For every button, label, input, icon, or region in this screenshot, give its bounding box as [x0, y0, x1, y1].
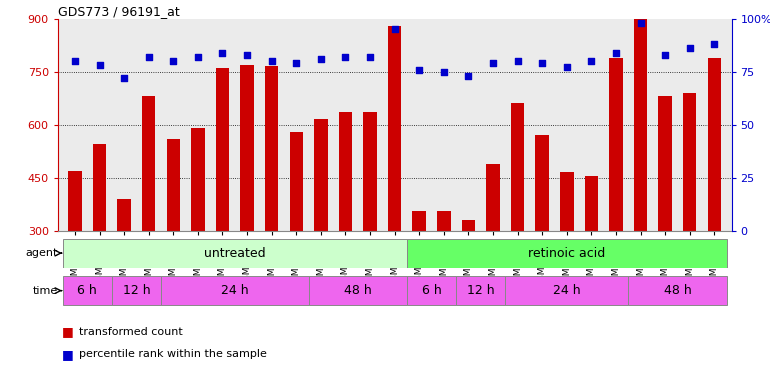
Bar [407, 276, 456, 305]
Bar [462, 220, 475, 337]
Point [610, 50, 622, 55]
Text: 24 h: 24 h [553, 284, 581, 297]
Point [216, 50, 229, 55]
Text: ■: ■ [62, 348, 73, 361]
Bar [142, 96, 156, 337]
Bar [535, 135, 549, 337]
Bar [560, 172, 574, 337]
Point [142, 54, 155, 60]
Point [437, 69, 450, 75]
Text: agent: agent [26, 248, 59, 258]
Text: transformed count: transformed count [79, 327, 182, 337]
Point [708, 41, 721, 47]
Bar [166, 139, 180, 337]
Bar [456, 276, 505, 305]
Point [241, 52, 253, 58]
Bar [708, 58, 721, 337]
Bar [505, 276, 628, 305]
Point [634, 20, 647, 26]
Bar [161, 276, 309, 305]
Point [118, 75, 130, 81]
Bar [388, 26, 401, 337]
Point [487, 60, 499, 66]
Point [659, 52, 671, 58]
Point [167, 58, 179, 64]
Bar [93, 144, 106, 337]
Bar [407, 239, 727, 267]
Bar [584, 176, 598, 337]
Bar [314, 119, 327, 337]
Bar [240, 64, 254, 337]
Bar [117, 199, 131, 337]
Bar [658, 96, 672, 337]
Bar [437, 211, 450, 337]
Bar [62, 276, 112, 305]
Text: 48 h: 48 h [664, 284, 691, 297]
Bar [191, 128, 205, 337]
Point [511, 58, 524, 64]
Text: time: time [33, 286, 59, 296]
Bar [413, 211, 426, 337]
Bar [363, 112, 377, 337]
Text: ■: ■ [62, 326, 73, 338]
Text: percentile rank within the sample: percentile rank within the sample [79, 350, 266, 359]
Point [413, 67, 425, 73]
Text: retinoic acid: retinoic acid [528, 247, 605, 259]
Bar [609, 58, 623, 337]
Bar [309, 276, 407, 305]
Bar [634, 19, 648, 337]
Point [290, 60, 303, 66]
Point [340, 54, 352, 60]
Point [315, 56, 327, 62]
Point [462, 73, 474, 79]
Point [192, 54, 204, 60]
Text: 6 h: 6 h [422, 284, 441, 297]
Text: 6 h: 6 h [77, 284, 97, 297]
Bar [511, 104, 524, 337]
Text: 24 h: 24 h [221, 284, 249, 297]
Bar [216, 68, 229, 337]
Text: 12 h: 12 h [122, 284, 150, 297]
Point [388, 26, 400, 32]
Text: 48 h: 48 h [344, 284, 372, 297]
Bar [628, 276, 727, 305]
Bar [69, 171, 82, 337]
Point [364, 54, 377, 60]
Point [266, 58, 278, 64]
Bar [683, 93, 696, 337]
Bar [290, 132, 303, 337]
Point [561, 64, 573, 70]
Bar [112, 276, 161, 305]
Bar [62, 239, 407, 267]
Bar [265, 66, 279, 337]
Point [585, 58, 598, 64]
Point [684, 45, 696, 51]
Text: 12 h: 12 h [467, 284, 494, 297]
Bar [486, 164, 500, 337]
Point [93, 62, 105, 68]
Bar [339, 112, 352, 337]
Text: untreated: untreated [204, 247, 266, 259]
Text: GDS773 / 96191_at: GDS773 / 96191_at [58, 4, 179, 18]
Point [536, 60, 548, 66]
Point [69, 58, 81, 64]
